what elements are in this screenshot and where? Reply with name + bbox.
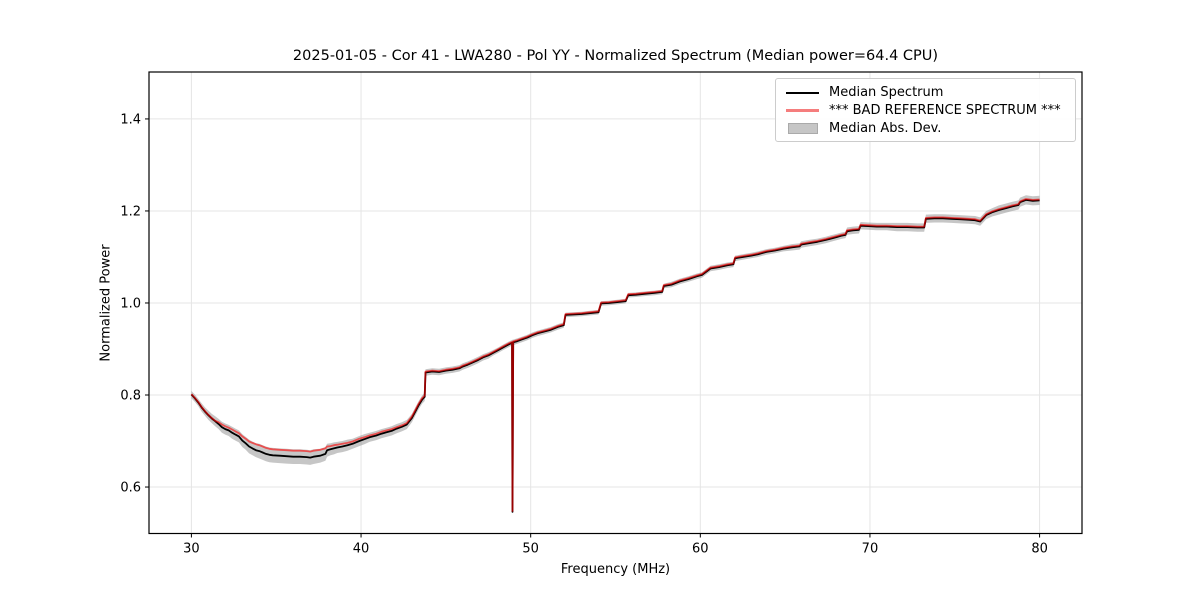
legend-label: Median Spectrum	[829, 85, 944, 101]
median-spectrum-line	[190, 199, 1040, 513]
legend-label: Median Abs. Dev.	[829, 120, 942, 136]
legend-label: *** BAD REFERENCE SPECTRUM ***	[829, 103, 1061, 118]
mad-band	[191, 195, 1040, 465]
legend-item-median-spectrum: Median Spectrum	[786, 84, 1065, 102]
x-tick-label: 30	[183, 542, 200, 557]
x-axis-label: Frequency (MHz)	[560, 562, 671, 577]
bad-reference-spectrum-line	[190, 198, 1040, 512]
y-tick-label: 1.2	[120, 204, 141, 219]
mad-band-swatch	[786, 122, 819, 134]
x-tick-label: 50	[522, 542, 539, 557]
legend-item-bad-reference: *** BAD REFERENCE SPECTRUM ***	[786, 102, 1065, 120]
x-tick-label: 40	[353, 542, 370, 557]
y-tick-label: 0.8	[120, 389, 141, 404]
y-axis-label: Normalized Power	[98, 244, 114, 362]
y-tick-label: 1.4	[120, 112, 141, 127]
reference-line-swatch	[786, 109, 819, 112]
y-tick-label: 0.6	[120, 481, 141, 496]
x-tick-label: 60	[692, 542, 709, 557]
x-tick-label: 80	[1031, 542, 1048, 557]
median-line-swatch	[786, 91, 819, 94]
legend-item-median-abs-dev: Median Abs. Dev.	[786, 119, 1065, 137]
chart-legend: Median Spectrum *** BAD REFERENCE SPECTR…	[775, 78, 1076, 142]
x-tick-label: 70	[862, 542, 879, 557]
y-tick-label: 1.0	[120, 296, 141, 311]
chart-title: 2025-01-05 - Cor 41 - LWA280 - Pol YY - …	[292, 48, 939, 64]
